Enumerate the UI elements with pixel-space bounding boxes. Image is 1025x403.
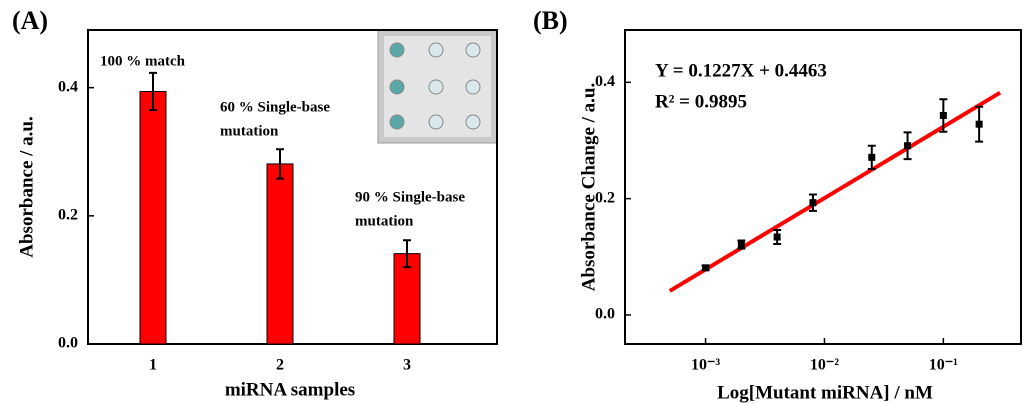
chart-title: (A) xyxy=(12,6,48,35)
equation: Y = 0.1227X + 0.4463 xyxy=(655,60,827,81)
inset-photo xyxy=(378,30,497,143)
bar xyxy=(267,164,293,344)
annotation: mutation xyxy=(220,123,279,139)
y-axis-label: Absorbance Change / a.u. xyxy=(578,83,599,292)
y-tick-label: 0.0 xyxy=(595,306,615,323)
bar xyxy=(140,92,166,344)
y-tick-label: 0.4 xyxy=(58,78,78,95)
x-tick-label: 1 xyxy=(149,357,157,374)
y-tick-label: 0.4 xyxy=(595,73,615,90)
y-axis-label: Absorbance / a.u. xyxy=(16,116,37,257)
x-tick-label: 10⁻¹ xyxy=(929,357,958,374)
x-tick-label: 3 xyxy=(403,357,411,374)
chart-title: (B) xyxy=(533,6,568,35)
y-tick-label: 0.2 xyxy=(595,189,615,206)
r-squared: R² = 0.9895 xyxy=(655,91,747,112)
y-tick-label: 0.0 xyxy=(58,335,78,352)
point xyxy=(809,199,816,206)
figure: (A) miRNA samples Absorbance / a.u. 0.0 0.2 0… xyxy=(0,0,1025,403)
point xyxy=(976,121,983,128)
x-axis-label: miRNA samples xyxy=(225,379,355,400)
point xyxy=(774,234,781,241)
x-tick-label: 10⁻³ xyxy=(691,357,720,374)
y-tick-label: 0.2 xyxy=(58,207,78,224)
annotation: 60 % Single-base xyxy=(220,99,330,115)
point xyxy=(738,241,745,248)
fit-line xyxy=(670,93,1000,291)
x-tick-label: 2 xyxy=(276,357,284,374)
annotation: 100 % match xyxy=(100,53,186,69)
point xyxy=(904,142,911,149)
point xyxy=(868,154,875,161)
point xyxy=(940,112,947,119)
annotation: 90 % Single-base xyxy=(355,189,465,205)
point xyxy=(702,264,709,271)
x-tick-label: 10⁻² xyxy=(810,357,839,374)
annotation: mutation xyxy=(355,213,414,229)
x-axis-label: Log[Mutant miRNA] / nM xyxy=(717,382,933,403)
